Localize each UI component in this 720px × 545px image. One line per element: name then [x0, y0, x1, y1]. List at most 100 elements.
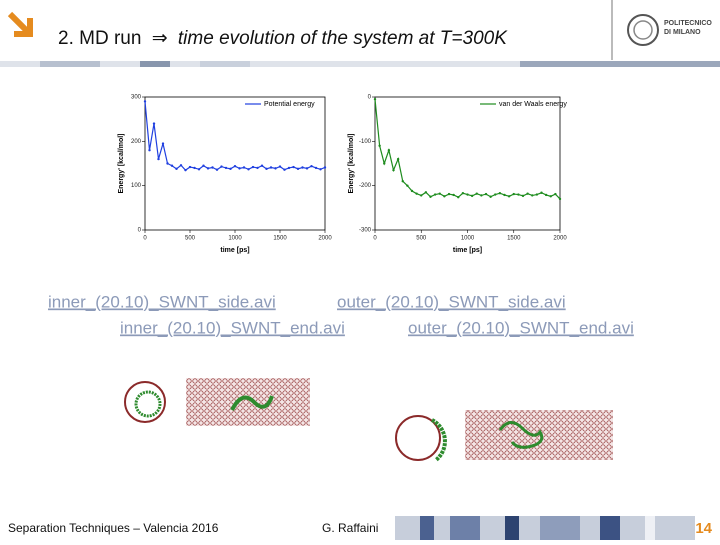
data-point	[540, 191, 543, 194]
footer-seg	[645, 516, 655, 540]
data-point	[287, 166, 291, 170]
x-tick-label: 500	[416, 236, 427, 242]
data-point	[498, 192, 502, 195]
data-point	[305, 167, 309, 170]
y-tick-label: -100	[359, 139, 372, 145]
data-point	[247, 168, 250, 171]
data-point	[148, 149, 151, 152]
data-point	[503, 193, 506, 197]
y-tick-label: -300	[359, 228, 372, 234]
data-point	[224, 166, 228, 170]
data-point	[256, 166, 259, 170]
video-link[interactable]: outer_(20.10)_SWNT_end.avi	[408, 318, 634, 337]
data-point	[396, 157, 400, 161]
data-point	[392, 168, 395, 172]
data-point	[251, 165, 255, 169]
data-point	[238, 167, 241, 170]
data-point	[265, 167, 268, 171]
data-point	[283, 168, 286, 171]
data-point	[387, 149, 391, 152]
video-link[interactable]: inner_(20.10)_SWNT_side.avi	[48, 292, 276, 311]
data-point	[484, 192, 488, 196]
data-point	[211, 166, 214, 169]
data-point	[415, 192, 418, 195]
data-point	[175, 167, 178, 171]
data-point	[310, 164, 313, 168]
data-point	[296, 167, 300, 171]
data-point	[544, 193, 548, 197]
data-point	[161, 142, 165, 145]
y-tick-label: 200	[131, 139, 142, 145]
x-tick-label: 1000	[461, 236, 475, 242]
data-point	[406, 184, 409, 187]
footer-left: Separation Techniques – Valencia 2016	[8, 521, 219, 535]
data-point	[470, 194, 474, 198]
x-axis-label: time [ps]	[220, 247, 249, 254]
data-point	[452, 193, 455, 197]
header-bar-seg	[140, 61, 170, 67]
video-link[interactable]: inner_(20.10)_SWNT_end.avi	[120, 318, 345, 337]
outer-molecule	[430, 418, 447, 462]
data-point	[143, 100, 147, 103]
series-line	[144, 101, 326, 171]
logo-seal-inner	[633, 20, 653, 40]
data-point	[197, 168, 201, 171]
logo-seal	[627, 14, 659, 46]
y-tick-label: 100	[131, 183, 142, 189]
title-symbol: ⇒	[152, 28, 168, 49]
footer-seg	[450, 516, 480, 540]
y-axis-label: Energy' [kcal/mol]	[348, 133, 355, 193]
data-point	[549, 195, 552, 198]
data-point	[424, 191, 428, 194]
data-point	[202, 164, 205, 167]
x-tick-label: 2000	[318, 236, 332, 242]
data-point	[323, 166, 327, 169]
video-link[interactable]: outer_(20.10)_SWNT_side.avi	[337, 292, 566, 311]
data-point	[233, 164, 237, 168]
data-point	[319, 168, 322, 171]
data-point	[314, 166, 318, 170]
page-number: 14	[695, 520, 712, 537]
data-point	[429, 195, 432, 198]
data-point	[170, 164, 174, 167]
data-point	[166, 162, 169, 165]
plot-frame	[144, 96, 326, 231]
footer-seg	[540, 516, 580, 540]
footer-seg	[420, 516, 434, 540]
y-tick-label: 0	[138, 228, 142, 234]
data-point	[457, 195, 460, 199]
data-point	[447, 192, 451, 196]
molecule	[230, 395, 274, 411]
tube-end	[395, 415, 441, 461]
data-point	[383, 162, 386, 165]
data-point	[188, 165, 192, 169]
data-point	[507, 195, 511, 198]
data-point	[242, 166, 246, 169]
series-line	[374, 99, 561, 200]
arrow-icon	[7, 11, 33, 37]
data-point	[278, 165, 282, 168]
charts: 0 100 200 300 0 500 1000 1500 2000 time [ps] Energ…	[118, 95, 567, 254]
legend-label: Potential energy	[264, 101, 315, 108]
data-point	[558, 197, 562, 201]
nanotube-images	[124, 378, 613, 462]
data-point	[260, 164, 264, 167]
footer-seg	[505, 516, 519, 540]
data-point	[229, 167, 232, 171]
x-tick-label: 1500	[507, 236, 521, 242]
data-point	[157, 157, 160, 161]
data-point	[420, 194, 423, 197]
data-point	[489, 195, 492, 198]
x-tick-label: 500	[185, 236, 196, 242]
y-tick-label: 300	[131, 95, 142, 101]
data-point	[517, 193, 520, 196]
slide-title: 2. MD run ⇒ time evolution of the system…	[58, 28, 508, 49]
x-tick-label: 0	[373, 236, 377, 242]
footer-seg	[600, 516, 620, 540]
data-point	[433, 193, 437, 196]
data-point	[494, 193, 497, 196]
data-point	[461, 192, 465, 195]
legend-label: van der Waals energy	[499, 101, 567, 108]
logo-line1: POLITECNICO	[664, 20, 712, 27]
data-point	[531, 194, 534, 197]
